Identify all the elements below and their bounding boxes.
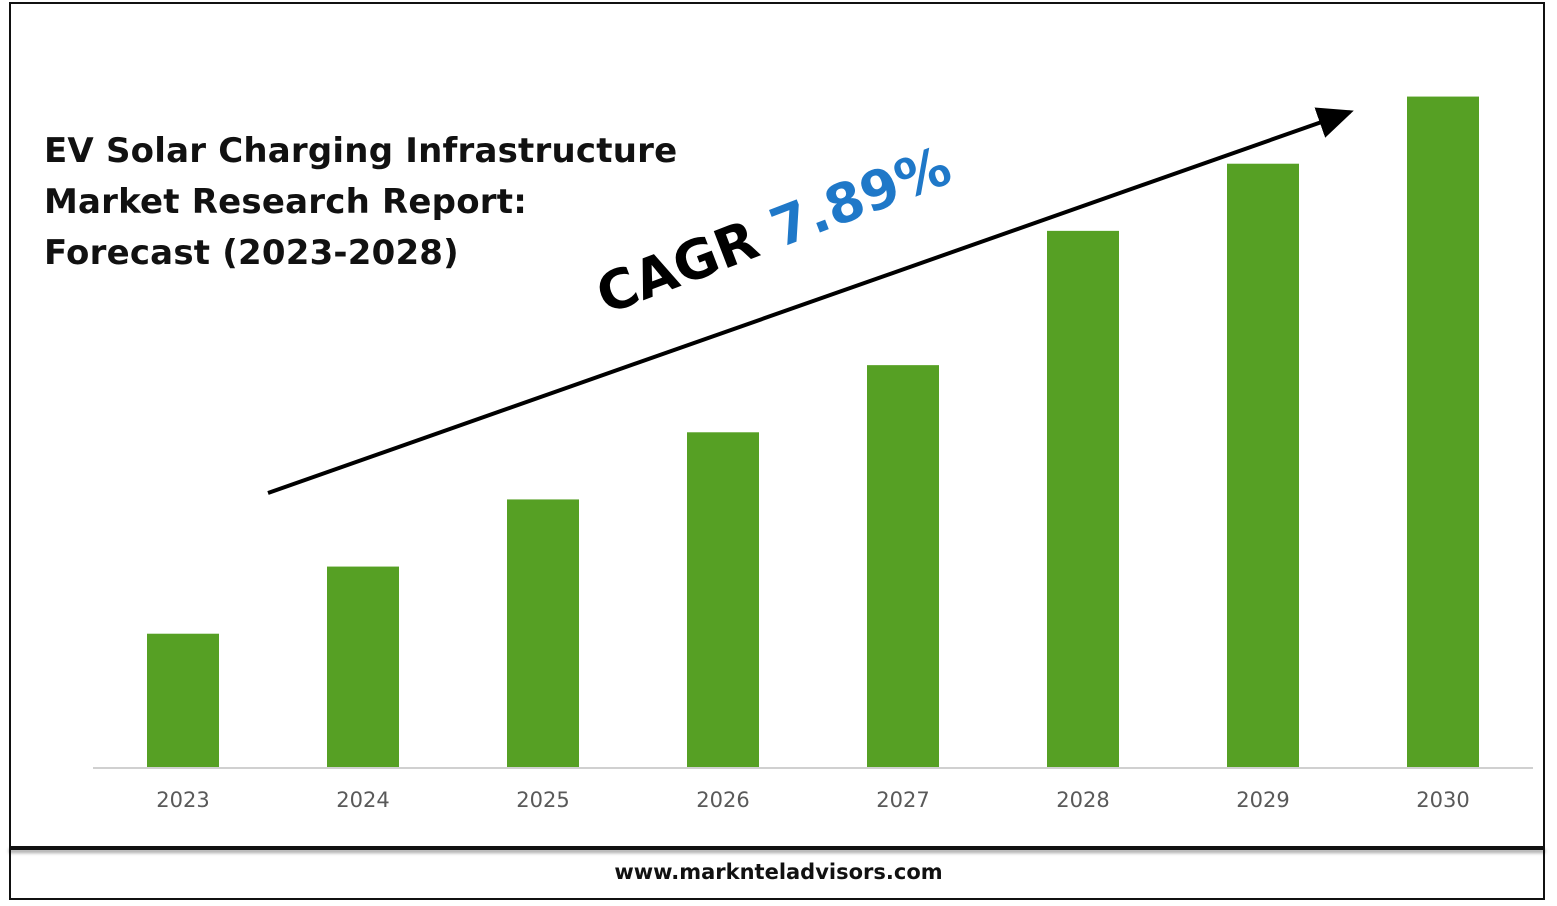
bar-2030 bbox=[1407, 96, 1479, 769]
x-tick-labels: 2023 2024 2025 2026 2027 2028 2029 2030 bbox=[156, 788, 1469, 812]
chart-title: EV Solar Charging Infrastructure Market … bbox=[44, 131, 678, 273]
bar-2029 bbox=[1227, 163, 1299, 768]
footer-website-link[interactable]: www.marknteladvisors.com bbox=[614, 860, 943, 884]
bar-2026 bbox=[687, 432, 759, 768]
bar-2028 bbox=[1047, 230, 1119, 768]
trend-arrow-icon bbox=[267, 107, 1354, 495]
footer-divider bbox=[9, 846, 1545, 850]
x-tick-label-2025: 2025 bbox=[516, 788, 569, 812]
bar-2023 bbox=[147, 633, 219, 768]
x-tick-label-2023: 2023 bbox=[156, 788, 209, 812]
x-tick-label-2026: 2026 bbox=[696, 788, 749, 812]
x-tick-label-2027: 2027 bbox=[876, 788, 929, 812]
x-tick-label-2028: 2028 bbox=[1056, 788, 1109, 812]
x-tick-label-2029: 2029 bbox=[1236, 788, 1289, 812]
x-tick-label-2024: 2024 bbox=[336, 788, 389, 812]
x-tick-label-2030: 2030 bbox=[1416, 788, 1469, 812]
bar-series bbox=[147, 96, 1479, 769]
bar-2027 bbox=[867, 365, 939, 768]
bar-2025 bbox=[507, 499, 579, 768]
bar-2024 bbox=[327, 566, 399, 768]
